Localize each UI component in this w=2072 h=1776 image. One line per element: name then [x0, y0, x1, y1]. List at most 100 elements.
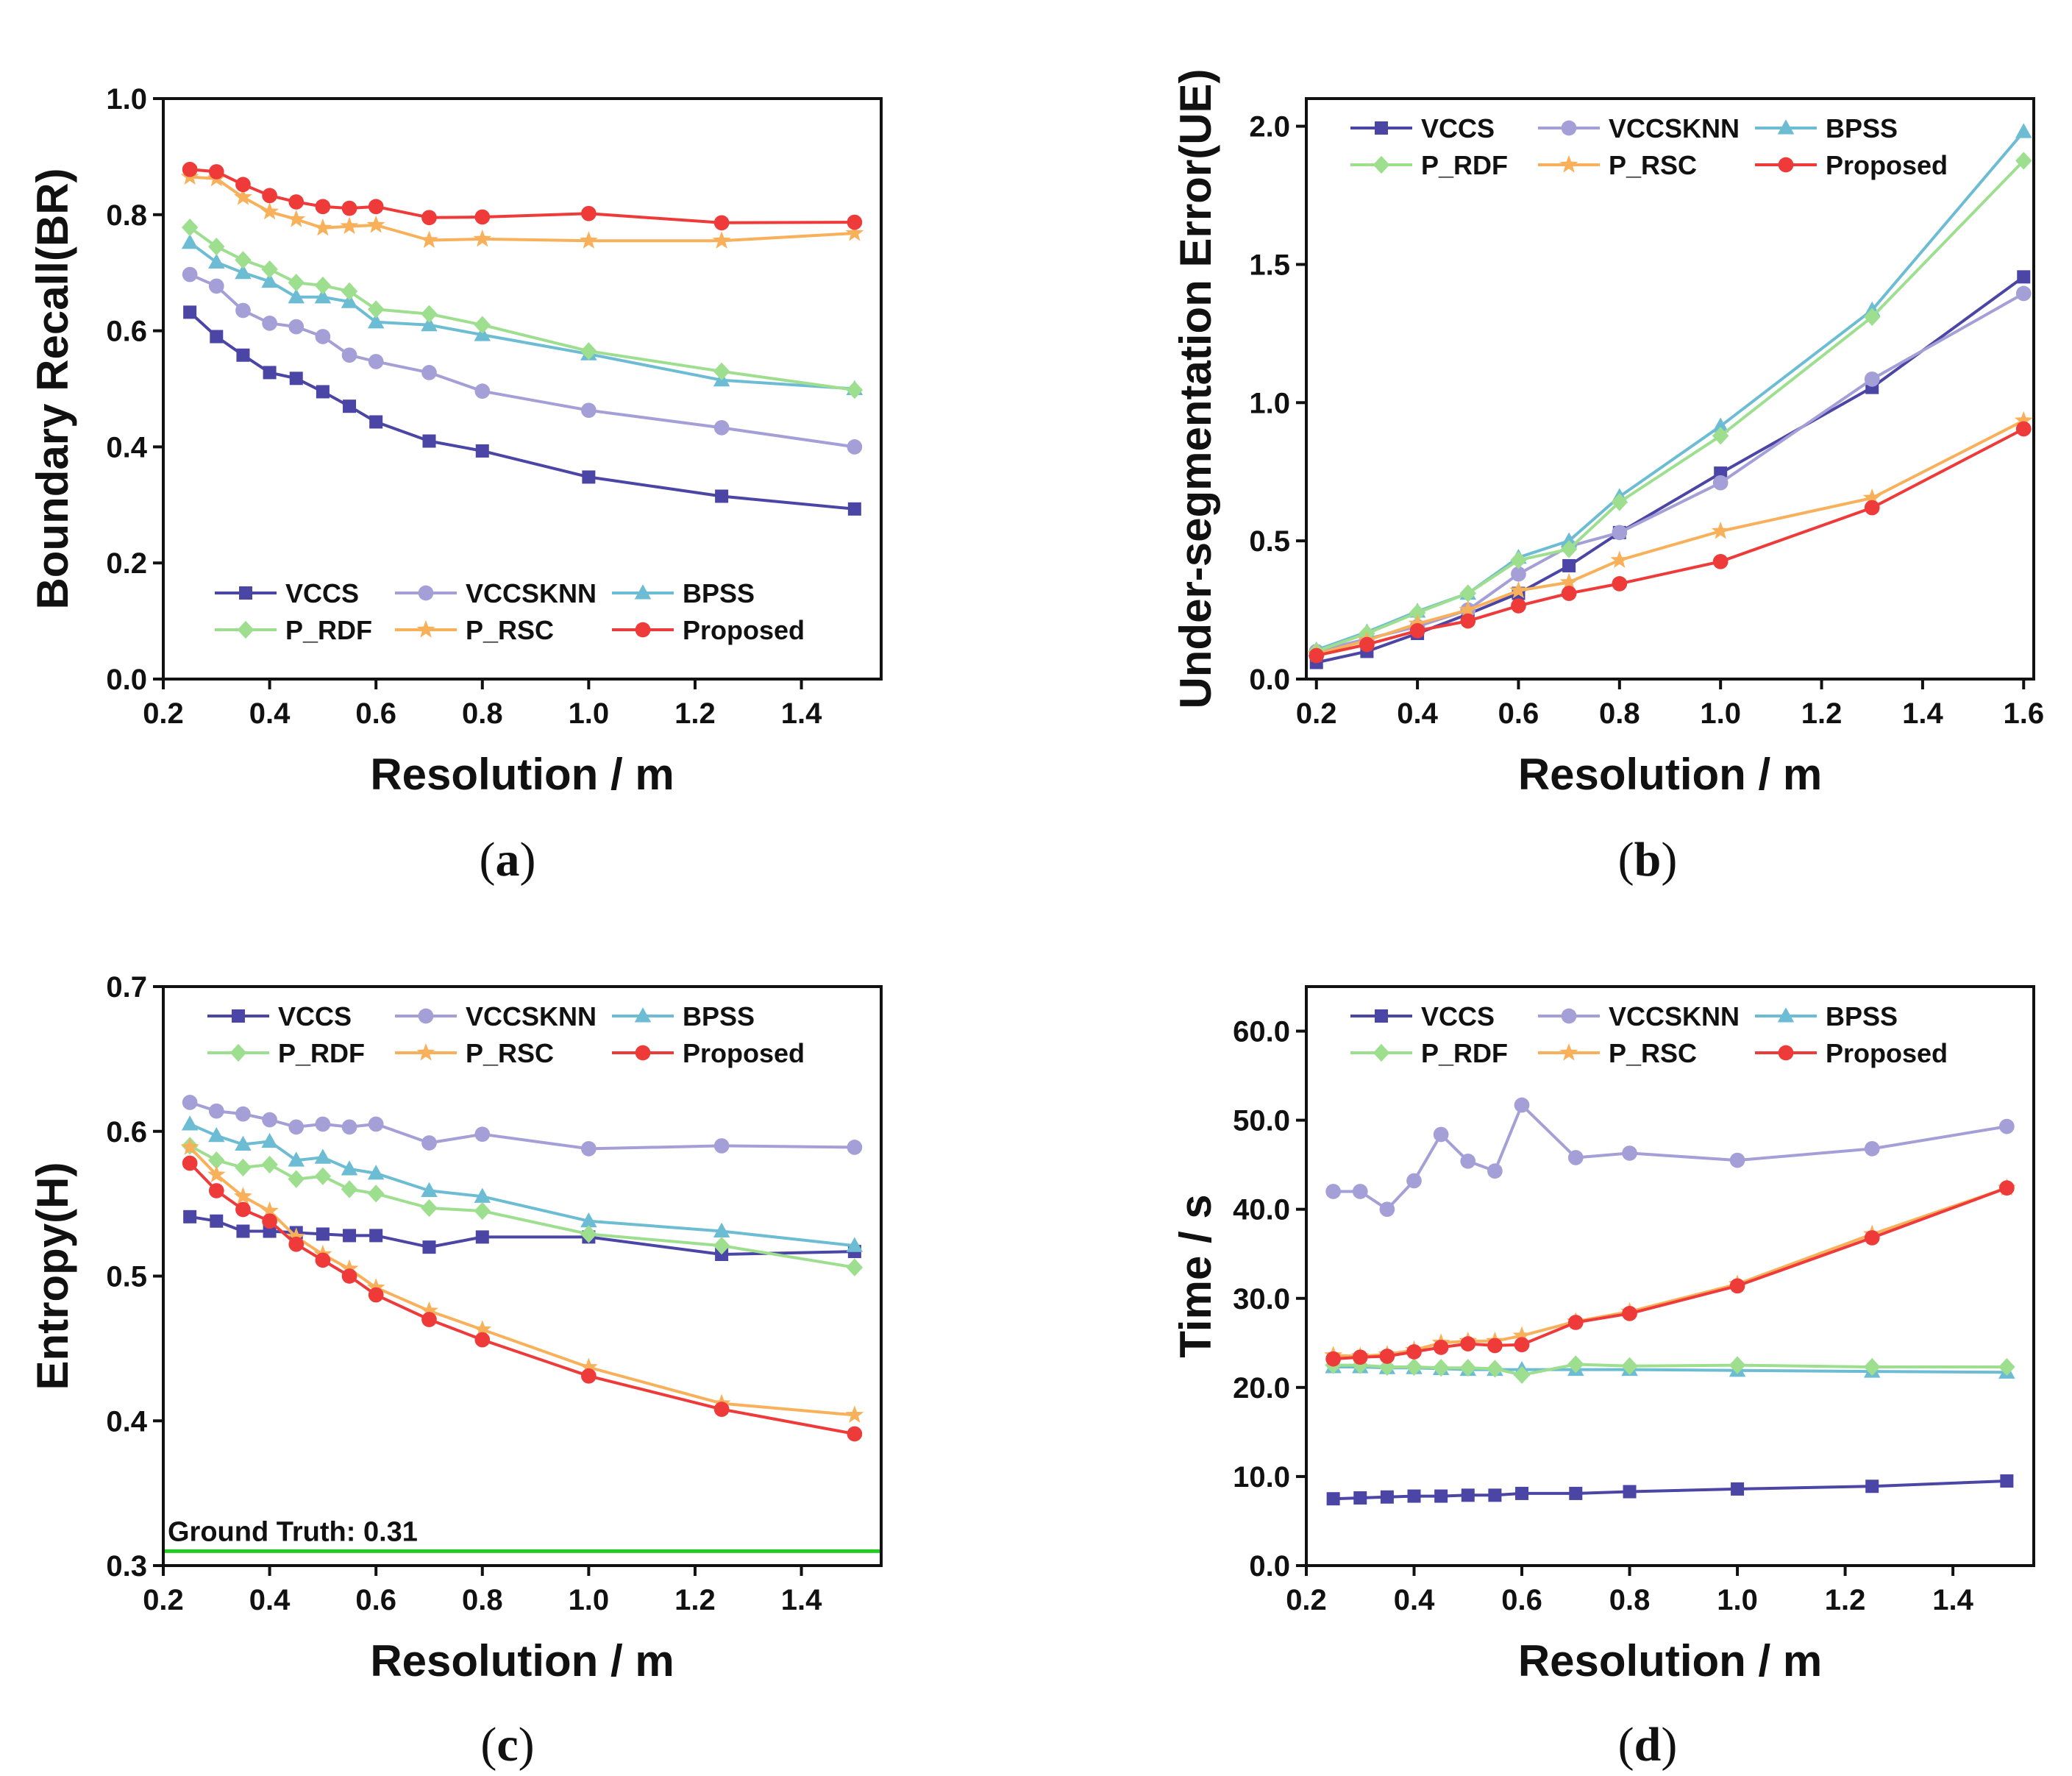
data-point-proposed [341, 200, 357, 216]
ground-truth-label: Ground Truth: 0.31 [168, 1516, 418, 1547]
chart-panel-c: (c) 0.2 0.4 0.6 0.8 1.0 1.2 1.4 0.3 0.4 0.5 0.6 0.7… [28, 971, 883, 1772]
x-tick-label: 1.4 [1902, 697, 1943, 730]
legend-item-bpss: BPSS [1755, 1001, 1898, 1031]
x-tick-label: 0.4 [1394, 1584, 1435, 1616]
data-point-proposed [1622, 1306, 1637, 1321]
data-point-vccsknn [1612, 525, 1628, 541]
data-point-vccsknn [341, 347, 357, 363]
legend-label: Proposed [1826, 1038, 1948, 1068]
data-point-vccs [183, 305, 197, 319]
x-tick-label: 0.8 [462, 1584, 503, 1616]
legend-label: BPSS [1826, 113, 1898, 143]
x-tick-label: 0.6 [1501, 1584, 1542, 1616]
chart-panel-a: (a) 0.2 0.4 0.6 0.8 1.0 1.2 1.40.00.20.40.60.8… [28, 83, 883, 887]
data-point-proposed [1712, 553, 1729, 569]
legend-marker [416, 1043, 435, 1061]
legend-label: P_RSC [466, 1038, 554, 1068]
x-tick-label: 1.4 [1932, 1584, 1973, 1616]
plot-area-frame [162, 97, 883, 681]
x-axis-label: Resolution / m [1518, 750, 1822, 799]
y-axis-label: Under-segmentation Error(UE) [1171, 68, 1220, 708]
data-point-vccs [1353, 1491, 1367, 1505]
data-point-p-rdf [580, 1225, 597, 1243]
data-point-vccs [1407, 1489, 1421, 1503]
data-point-p-rsc [1459, 600, 1478, 618]
data-point-proposed [208, 164, 224, 180]
data-point-vccs [847, 502, 861, 516]
legend-label: P_RDF [278, 1038, 365, 1068]
series-line-p-rdf [188, 226, 855, 392]
data-point-vccsknn [1567, 1150, 1584, 1165]
data-point-proposed [1612, 576, 1628, 592]
data-point-p-rsc [1512, 1326, 1531, 1344]
legend-marker [1777, 1007, 1795, 1023]
data-point-p-rdf [1459, 584, 1477, 603]
data-point-p-rsc [180, 1137, 199, 1155]
data-point-p-rsc [1509, 580, 1528, 599]
x-tick-label: 0.2 [1296, 697, 1337, 730]
data-point-p-rdf [1487, 1360, 1503, 1378]
data-point-proposed [315, 199, 331, 215]
legend-marker [634, 1007, 652, 1023]
data-point-vccsknn [847, 1140, 863, 1155]
x-tick-label: 1.0 [1700, 697, 1741, 730]
series-line-vccsknn [1316, 292, 2025, 653]
data-point-vccsknn [341, 1119, 357, 1135]
y-tick-label: 0.5 [1249, 525, 1290, 558]
data-point-vccs [183, 1210, 197, 1223]
y-tick-label: 0.0 [1249, 1550, 1290, 1583]
data-point-vccsknn [1352, 1184, 1368, 1199]
y-tick-label: 40.0 [1233, 1194, 1290, 1226]
x-tick-label: 1.4 [781, 697, 822, 730]
data-point-vccs [1326, 1492, 1340, 1506]
legend-item-vccsknn: VCCSKNN [395, 1001, 597, 1031]
data-point-p-rsc [712, 231, 731, 249]
legend-marker [1777, 119, 1795, 135]
legend-item-p-rdf: P_RDF [1350, 1038, 1508, 1068]
legend-marker [1778, 157, 1794, 173]
data-point-bpss [846, 1237, 864, 1252]
data-point-vccs [1434, 1489, 1448, 1503]
data-point-vccsknn [1514, 1097, 1530, 1113]
data-point-p-rdf [1459, 1359, 1477, 1377]
data-point-vccsknn [182, 266, 198, 283]
data-point-p-rsc [234, 188, 252, 205]
y-tick-label: 50.0 [1233, 1105, 1290, 1137]
data-point-p-rsc [340, 216, 359, 235]
legend-marker [1778, 1045, 1794, 1061]
data-point-p-rsc [287, 210, 306, 227]
data-point-proposed [847, 214, 863, 230]
data-point-bpss [261, 1132, 278, 1148]
data-point-bpss [341, 1160, 358, 1176]
data-point-vccsknn [288, 319, 305, 335]
data-point-proposed [1514, 1337, 1530, 1353]
data-point-p-rdf [846, 1258, 864, 1276]
data-point-p-rdf [1432, 1359, 1450, 1377]
data-point-proposed [208, 1183, 224, 1198]
legend-item-p-rsc: P_RSC [395, 615, 554, 645]
data-point-vccs [1623, 1485, 1637, 1499]
data-point-proposed [713, 215, 730, 231]
data-point-p-rdf [1560, 540, 1578, 558]
data-point-bpss [421, 1182, 438, 1197]
y-axis-label: Boundary Recall(BR) [28, 168, 77, 609]
legend-marker [1375, 1009, 1388, 1023]
data-point-bpss [208, 1126, 225, 1143]
data-point-p-rdf [367, 300, 385, 319]
data-point-bpss [181, 233, 199, 249]
plot-area-frame [1305, 97, 2035, 681]
legend-marker [1375, 121, 1388, 135]
panel-caption-b: (b) [1618, 833, 1678, 887]
plot-area-frame [162, 985, 883, 1567]
data-point-vccsknn [1379, 1201, 1395, 1218]
data-point-proposed [288, 194, 305, 210]
data-point-vccs [1488, 1488, 1502, 1502]
y-tick-label: 20.0 [1233, 1372, 1290, 1404]
data-point-p-rdf [846, 380, 864, 399]
x-tick-label: 1.4 [781, 1584, 822, 1616]
legend-label: BPSS [683, 1001, 755, 1031]
data-point-vccs [1569, 1486, 1583, 1500]
x-tick-label: 0.8 [1599, 697, 1640, 730]
x-tick-label: 1.2 [674, 697, 716, 730]
legend-marker [634, 584, 652, 600]
